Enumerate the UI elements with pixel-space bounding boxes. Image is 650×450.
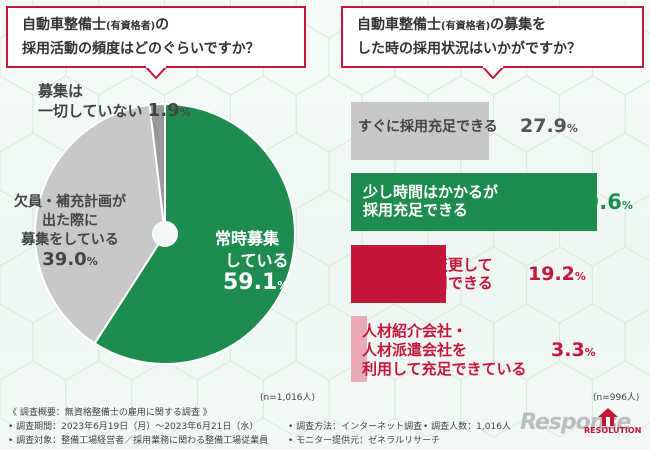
pie-label-always-line-2: している <box>225 251 289 270</box>
pie-center-hole <box>153 222 177 246</box>
bar-value-some-time-number: 49.6 <box>570 190 622 214</box>
survey-overview: 《 調査概要：無資格整備士の雇用に関する調査 》 <box>8 408 212 418</box>
bar-value-changed-reqs-unit: % <box>574 270 586 283</box>
bar-label-some-time: 少し時間はかかるが 採用充足できる <box>363 183 498 219</box>
survey-target: • 調査対象：整備工場経営者／採用業務に関わる整備工場従業員 <box>8 436 269 446</box>
pie-label-always-line-1: 常時募集 <box>215 229 280 248</box>
bar-value-agency: 3.3% <box>551 339 596 361</box>
question-1-line-2: 採用活動の頻度はどのぐらいですか？ <box>22 41 260 57</box>
bar-label-agency: 人材紹介会社・ 人材派遣会社を 利用して充足できている <box>362 322 527 379</box>
bar-value-immediate-number: 27.9 <box>520 115 567 137</box>
bar-immediate <box>351 102 490 160</box>
question-1-line-1: 自動車整備士(有資格者)の <box>22 17 170 33</box>
pie-unit-none: % <box>179 106 191 119</box>
pie-unit-always: % <box>277 279 289 292</box>
bar-label-some-time-line-2: 採用充足できる <box>363 201 468 219</box>
bar-agency <box>351 316 368 382</box>
bar-value-some-time: 49.6% <box>570 190 633 214</box>
survey-provider: • モニター提供元：ゼネラルリサーチ <box>288 436 441 446</box>
pie-value-none: 1.9 <box>147 100 180 121</box>
bar-value-immediate-unit: % <box>566 122 578 135</box>
question-2-line-1: 自動車整備士(有資格者)の募集を <box>357 17 547 33</box>
question-box-2: 自動車整備士(有資格者)の募集を した時の採用状況はいかがですか？ <box>341 6 644 68</box>
resolution-logo: RESOLUTION <box>584 426 642 435</box>
bar-label-immediate-line-1: すぐに採用充足できる <box>358 119 498 135</box>
bar-changed-reqs <box>351 245 447 303</box>
bar-value-some-time-unit: % <box>621 199 633 212</box>
pie-label-shortage-line-3: 募集をしている <box>21 232 119 248</box>
pie-unit-shortage: % <box>86 255 98 268</box>
resolution-logo-icon <box>598 408 618 426</box>
bar-value-changed-reqs: 19.2% <box>528 263 586 285</box>
pie-label-none-line-2: 一切していない <box>38 102 143 120</box>
question-2-pointer <box>482 66 504 79</box>
bar-value-changed-reqs-number: 19.2 <box>528 263 575 285</box>
pie-label-shortage-line-2: 出た際に <box>42 213 98 229</box>
bar-n-label: (n=996人) <box>593 393 640 403</box>
pie-label-none-line-1: 募集は <box>38 82 84 100</box>
pie-value-always: 59.1 <box>223 270 278 295</box>
pie-label-always: 常時募集 している 59.1% <box>215 228 289 297</box>
question-1-pointer <box>145 66 167 79</box>
bar-label-changed-reqs-line-2: ようやく採用できる <box>358 274 493 292</box>
survey-method: • 調査方法：インターネット調査 <box>288 422 423 432</box>
pie-value-shortage: 39.0 <box>42 249 87 270</box>
bar-label-some-time-line-1: 少し時間はかかるが <box>363 183 499 201</box>
pie-leader-line <box>151 117 160 141</box>
question-2-line-2: した時の採用状況はいかがですか？ <box>357 41 581 57</box>
survey-count: • 調査人数：1,016人 <box>423 422 511 432</box>
pie-label-none: 募集は 一切していない 1.9% <box>38 82 191 122</box>
bar-label-agency-line-1: 人材紹介会社・ <box>362 322 468 340</box>
bar-value-immediate: 27.9% <box>520 115 578 137</box>
bar-value-agency-unit: % <box>584 346 596 359</box>
bar-some-time <box>351 173 598 231</box>
survey-period: • 調査期間：2023年6月19日（月）〜2023年6月21日（水） <box>8 422 259 432</box>
pie-label-shortage: 欠員・補充計画が 出た際に 募集をしている 39.0% <box>14 193 126 271</box>
bar-label-agency-line-3: 利用して充足できている <box>362 360 527 378</box>
bar-label-changed-reqs: 採用要件を変更して ようやく採用できる <box>358 256 493 292</box>
bar-value-agency-number: 3.3 <box>551 339 585 361</box>
bar-label-immediate: すぐに採用充足できる <box>358 118 498 136</box>
bar-label-agency-line-2: 人材派遣会社を <box>362 341 468 359</box>
pie-n-label: (n=1,016人) <box>260 393 316 403</box>
pie-label-shortage-line-1: 欠員・補充計画が <box>14 194 126 210</box>
bar-label-changed-reqs-line-1: 採用要件を変更して <box>358 256 493 274</box>
